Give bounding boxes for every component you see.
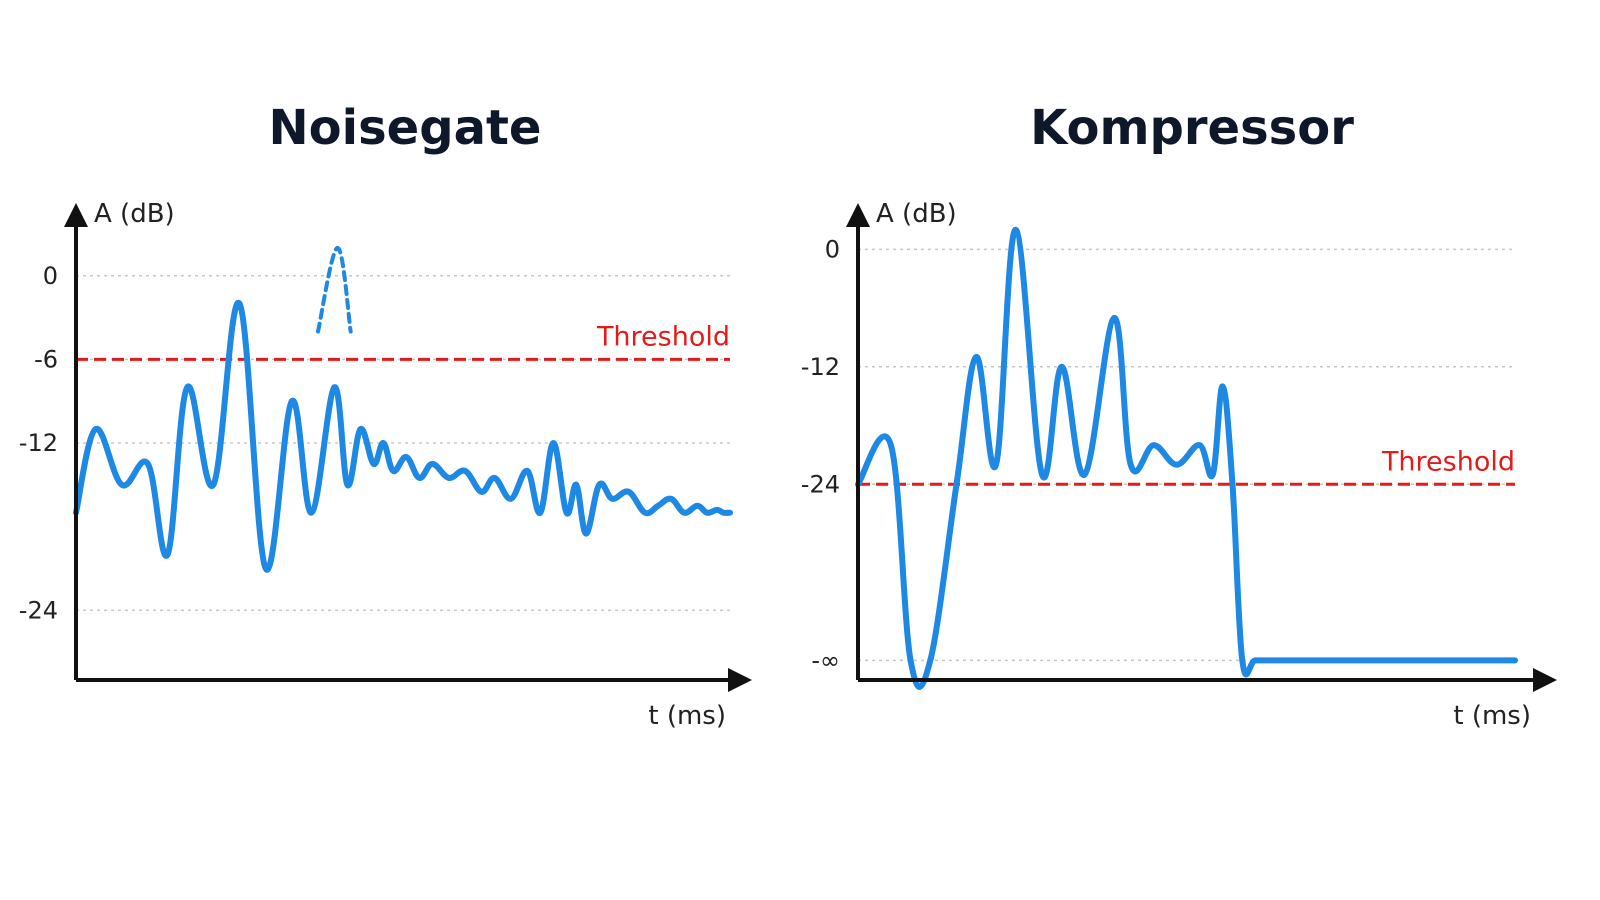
y-tick-label: -24	[801, 470, 840, 498]
y-tick-label: 0	[43, 262, 58, 290]
y-axis-label: A (dB)	[94, 199, 175, 229]
chart-title-noisegate: Noisegate	[268, 100, 542, 156]
threshold-label: Threshold	[1381, 446, 1515, 477]
chart-title-kompressor: Kompressor	[1030, 100, 1354, 156]
y-tick-label: -24	[19, 596, 58, 624]
x-axis-label: t (ms)	[1453, 701, 1531, 731]
y-tick-label: -12	[801, 353, 840, 381]
y-axis-label: A (dB)	[876, 199, 957, 229]
x-axis-label: t (ms)	[648, 701, 726, 731]
y-tick-label: -∞	[811, 646, 840, 674]
clipped-peak-dashed-line	[316, 245, 353, 334]
y-tick-label: 0	[825, 235, 840, 263]
signal-line	[855, 226, 1518, 690]
y-tick-label: -6	[34, 345, 58, 373]
threshold-label: Threshold	[596, 321, 730, 352]
signal-line	[73, 300, 733, 573]
y-tick-label: -12	[19, 429, 58, 457]
